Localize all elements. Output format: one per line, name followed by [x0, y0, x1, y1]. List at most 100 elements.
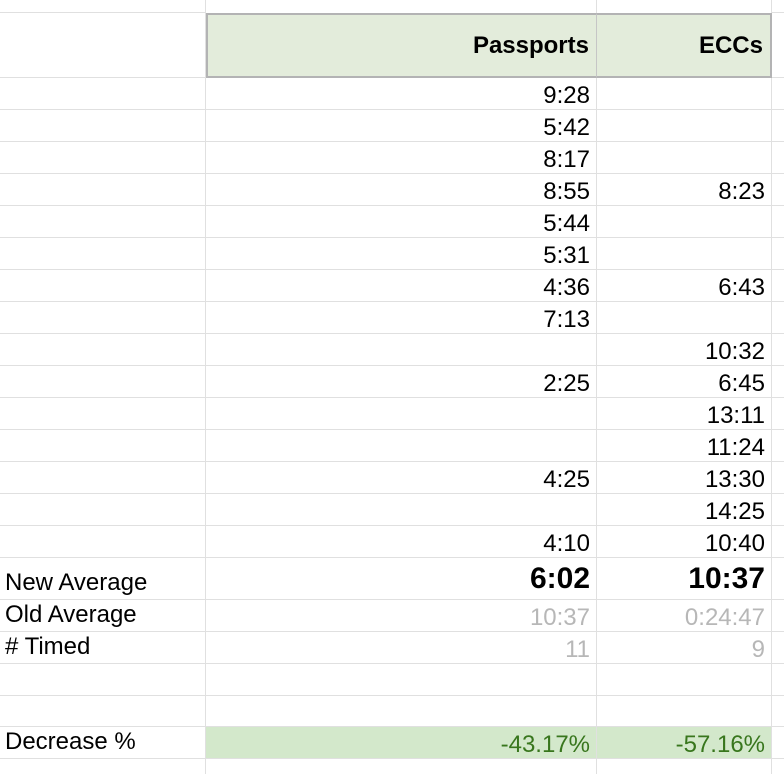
table-row: 5:42: [0, 110, 784, 142]
passports-cell[interactable]: 8:55: [206, 174, 597, 206]
edge-cell: [772, 430, 784, 462]
edge-cell: [772, 110, 784, 142]
edge-cell: [772, 13, 784, 78]
row-label-cell[interactable]: [0, 174, 206, 206]
passports-cell[interactable]: 2:25: [206, 366, 597, 398]
passports-cell[interactable]: 5:44: [206, 206, 597, 238]
timed-row: # Timed 11 9: [0, 632, 784, 664]
edge-cell: [772, 664, 784, 696]
passports-cell[interactable]: 4:25: [206, 462, 597, 494]
row-label-cell[interactable]: [0, 78, 206, 110]
row-label-cell[interactable]: [0, 526, 206, 558]
edge-cell: [772, 462, 784, 494]
eccs-cell[interactable]: 11:24: [597, 430, 772, 462]
new-average-label[interactable]: New Average: [0, 558, 206, 600]
decrease-passports[interactable]: -43.17%: [206, 727, 597, 759]
table-row: [0, 664, 784, 696]
passports-cell[interactable]: [206, 696, 597, 727]
eccs-cell[interactable]: [597, 110, 772, 142]
row-label-cell[interactable]: [0, 206, 206, 238]
row-label-cell[interactable]: [0, 430, 206, 462]
edge-cell: [772, 302, 784, 334]
edge-cell: [772, 0, 784, 13]
timed-eccs[interactable]: 9: [597, 632, 772, 664]
decrease-row: Decrease % -43.17% -57.16%: [0, 727, 784, 759]
row-label-cell[interactable]: [0, 270, 206, 302]
table-row: [0, 0, 784, 13]
passports-cell[interactable]: [206, 494, 597, 526]
row-label-cell[interactable]: [0, 13, 206, 78]
eccs-cell[interactable]: 8:23: [597, 174, 772, 206]
eccs-cell[interactable]: [597, 206, 772, 238]
old-average-label[interactable]: Old Average: [0, 600, 206, 632]
eccs-cell[interactable]: 13:30: [597, 462, 772, 494]
new-average-eccs[interactable]: 10:37: [597, 558, 772, 600]
passports-cell[interactable]: 9:28: [206, 78, 597, 110]
passports-cell[interactable]: [206, 398, 597, 430]
row-label-cell[interactable]: [0, 142, 206, 174]
eccs-cell[interactable]: [597, 759, 772, 774]
table-row: 14:25: [0, 494, 784, 526]
passports-cell[interactable]: 4:36: [206, 270, 597, 302]
row-label-cell[interactable]: [0, 759, 206, 774]
header-row: Passports ECCs: [0, 13, 784, 78]
row-label-cell[interactable]: [0, 0, 206, 13]
row-label-cell[interactable]: [0, 366, 206, 398]
table-row: 5:44: [0, 206, 784, 238]
eccs-cell[interactable]: 14:25: [597, 494, 772, 526]
passports-cell[interactable]: [206, 334, 597, 366]
eccs-cell[interactable]: 6:43: [597, 270, 772, 302]
old-average-eccs[interactable]: 0:24:47: [597, 600, 772, 632]
timed-passports[interactable]: 11: [206, 632, 597, 664]
row-label-cell[interactable]: [0, 302, 206, 334]
passports-cell[interactable]: [206, 0, 597, 13]
edge-cell: [772, 238, 784, 270]
passports-cell[interactable]: [206, 759, 597, 774]
table-row: 8:55 8:23: [0, 174, 784, 206]
decrease-eccs[interactable]: -57.16%: [597, 727, 772, 759]
passports-cell[interactable]: 5:42: [206, 110, 597, 142]
row-label-cell[interactable]: [0, 494, 206, 526]
row-label-cell[interactable]: [0, 238, 206, 270]
eccs-cell[interactable]: [597, 696, 772, 727]
eccs-cell[interactable]: 13:11: [597, 398, 772, 430]
timed-label[interactable]: # Timed: [0, 632, 206, 664]
old-average-passports[interactable]: 10:37: [206, 600, 597, 632]
eccs-cell[interactable]: [597, 238, 772, 270]
row-label-cell[interactable]: [0, 462, 206, 494]
column-header-eccs[interactable]: ECCs: [597, 13, 772, 78]
passports-cell[interactable]: 7:13: [206, 302, 597, 334]
table-row: 13:11: [0, 398, 784, 430]
edge-cell: [772, 78, 784, 110]
column-header-passports[interactable]: Passports: [206, 13, 597, 78]
eccs-cell[interactable]: [597, 302, 772, 334]
edge-cell: [772, 398, 784, 430]
edge-cell: [772, 174, 784, 206]
new-average-passports[interactable]: 6:02: [206, 558, 597, 600]
row-label-cell[interactable]: [0, 398, 206, 430]
row-label-cell[interactable]: [0, 334, 206, 366]
eccs-cell[interactable]: [597, 664, 772, 696]
eccs-cell[interactable]: [597, 78, 772, 110]
passports-cell[interactable]: [206, 664, 597, 696]
row-label-cell[interactable]: [0, 664, 206, 696]
passports-cell[interactable]: 4:10: [206, 526, 597, 558]
table-row: [0, 759, 784, 774]
decrease-label[interactable]: Decrease %: [0, 727, 206, 759]
edge-cell: [772, 334, 784, 366]
edge-cell: [772, 206, 784, 238]
old-average-row: Old Average 10:37 0:24:47: [0, 600, 784, 632]
passports-cell[interactable]: [206, 430, 597, 462]
eccs-cell[interactable]: 10:32: [597, 334, 772, 366]
eccs-cell[interactable]: 6:45: [597, 366, 772, 398]
eccs-cell[interactable]: [597, 142, 772, 174]
passports-cell[interactable]: 8:17: [206, 142, 597, 174]
row-label-cell[interactable]: [0, 696, 206, 727]
row-label-cell[interactable]: [0, 110, 206, 142]
edge-cell: [772, 696, 784, 727]
eccs-cell[interactable]: 10:40: [597, 526, 772, 558]
passports-cell[interactable]: 5:31: [206, 238, 597, 270]
edge-cell: [772, 142, 784, 174]
edge-cell: [772, 727, 784, 759]
eccs-cell[interactable]: [597, 0, 772, 13]
